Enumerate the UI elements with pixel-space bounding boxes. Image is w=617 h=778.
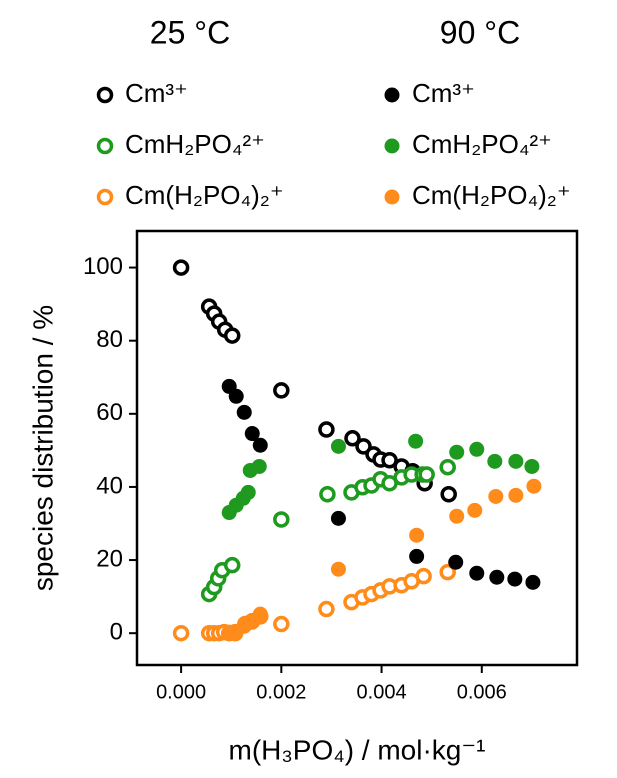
y-axis-label: species distribution / % xyxy=(27,305,58,591)
legend-label: Cm(H₂PO₄)₂⁺ xyxy=(125,180,284,210)
point xyxy=(418,466,435,483)
x-tick-label: 0.002 xyxy=(256,681,306,703)
point xyxy=(381,451,398,469)
point xyxy=(449,444,465,460)
point xyxy=(273,511,290,528)
point xyxy=(236,404,252,420)
point xyxy=(439,563,456,581)
point xyxy=(228,388,244,404)
legend-label: Cm³⁺ xyxy=(412,78,475,108)
point xyxy=(507,571,523,587)
point xyxy=(172,624,190,642)
legend-marker xyxy=(384,138,400,154)
point xyxy=(524,458,540,474)
legend-label: CmH₂PO₄²⁺ xyxy=(412,129,552,159)
point xyxy=(344,430,361,447)
point xyxy=(330,438,346,454)
point xyxy=(408,433,424,449)
y-tick-label: 60 xyxy=(96,399,123,426)
y-tick-label: 40 xyxy=(96,472,123,499)
legend-marker xyxy=(384,189,400,205)
point xyxy=(469,565,485,581)
point xyxy=(273,615,290,633)
point xyxy=(223,327,241,344)
point xyxy=(469,441,485,457)
legend-marker xyxy=(96,188,114,206)
point xyxy=(449,508,465,524)
point xyxy=(448,554,464,570)
legend-marker xyxy=(384,87,400,103)
point xyxy=(415,567,432,585)
plot-frame xyxy=(135,229,579,667)
legend-label: Cm³⁺ xyxy=(125,78,188,108)
y-tick-label: 0 xyxy=(110,619,123,646)
point xyxy=(318,600,335,618)
x-tick-label: 0.006 xyxy=(457,681,507,703)
point xyxy=(251,458,267,474)
point xyxy=(409,527,425,543)
x-tick-label: 0.000 xyxy=(156,681,206,703)
point xyxy=(330,561,346,577)
x-tick-label: 0.004 xyxy=(357,681,407,703)
legend-marker xyxy=(96,86,114,104)
point xyxy=(172,259,190,276)
y-tick-label: 20 xyxy=(96,545,123,572)
legend-group-title: 25 °C xyxy=(150,14,230,50)
point xyxy=(330,510,346,526)
point xyxy=(526,478,542,494)
point xyxy=(489,569,505,585)
point xyxy=(252,437,268,453)
point xyxy=(252,606,268,622)
point xyxy=(467,502,483,518)
x-axis-label: m(H₃PO₄) / mol·kg⁻¹ xyxy=(229,734,486,765)
y-tick-label: 100 xyxy=(83,253,123,280)
point xyxy=(488,488,504,504)
point xyxy=(508,453,524,469)
point xyxy=(487,453,503,469)
point xyxy=(319,486,336,503)
legend-group-title: 90 °C xyxy=(440,14,520,50)
point xyxy=(318,421,335,438)
point xyxy=(240,484,256,500)
point xyxy=(508,487,524,503)
point xyxy=(409,548,425,564)
point xyxy=(440,486,457,503)
point xyxy=(223,556,241,574)
point xyxy=(244,426,260,442)
point xyxy=(525,574,541,590)
point xyxy=(273,382,290,399)
legend-label: CmH₂PO₄²⁺ xyxy=(125,129,265,159)
legend-label: Cm(H₂PO₄)₂⁺ xyxy=(412,180,571,210)
point xyxy=(439,458,456,476)
legend-marker xyxy=(96,137,114,155)
point xyxy=(355,438,372,455)
y-tick-label: 80 xyxy=(96,326,123,353)
